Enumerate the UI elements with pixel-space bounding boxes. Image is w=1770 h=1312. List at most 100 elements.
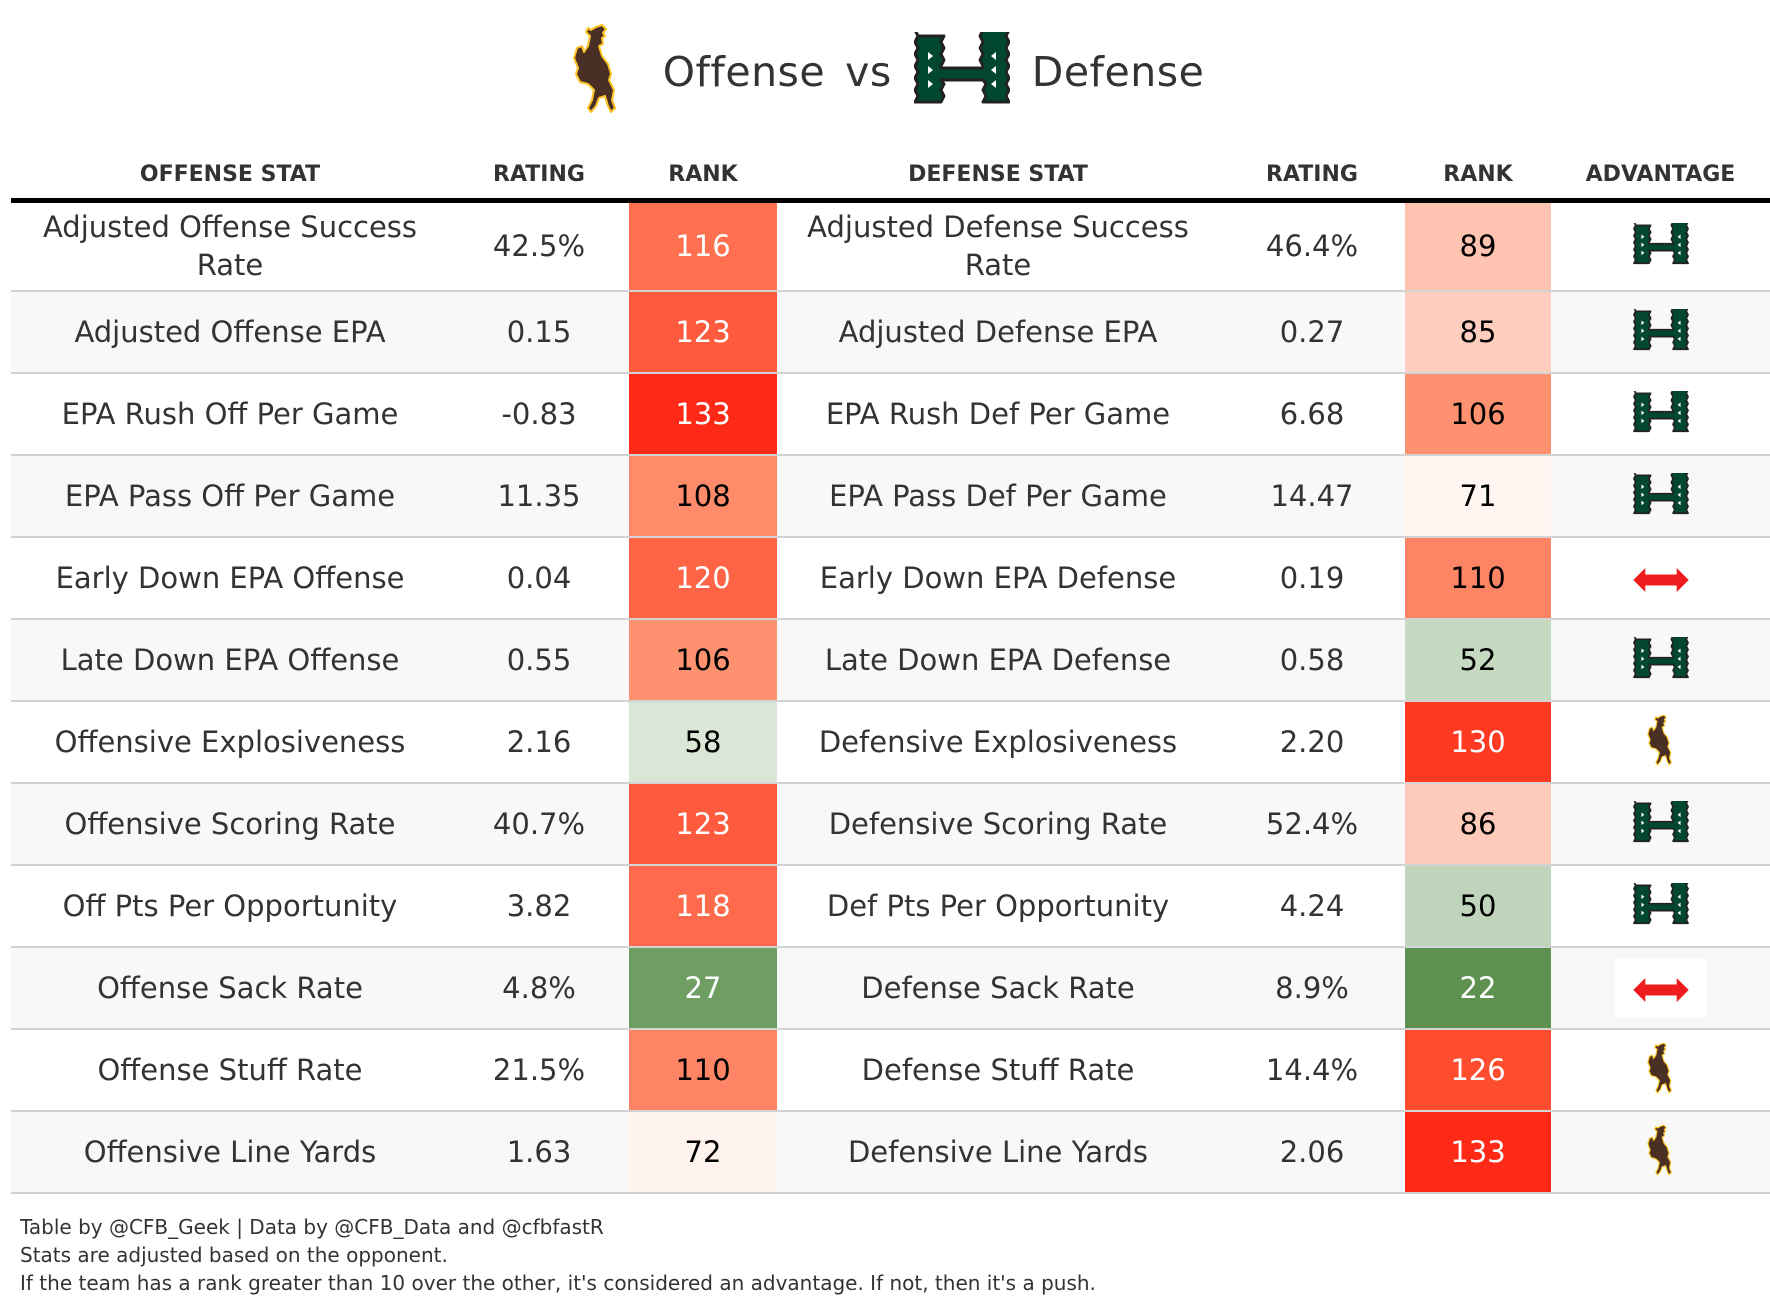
defense-stat-cell: Defensive Line Yards <box>777 1110 1219 1194</box>
table-row: Late Down EPA Offense 0.55 106 Late Down EP… <box>11 618 1770 702</box>
defense-stat-cell: Adjusted Defense EPA <box>777 290 1219 374</box>
wyoming-cowboys-logo-icon <box>1643 1124 1679 1180</box>
hawaii-h-logo-icon <box>914 32 1010 112</box>
header-defense-stat: DEFENSE STAT <box>777 150 1219 203</box>
offense-rating-cell: 0.04 <box>449 536 629 620</box>
offense-rating-cell: 4.8% <box>449 946 629 1030</box>
table-row: Adjusted Offense EPA 0.15 123 Adjusted Defe… <box>11 290 1770 374</box>
advantage-cell <box>1551 372 1770 456</box>
table-row: Off Pts Per Opportunity 3.82 118 Def Pts Pe… <box>11 864 1770 948</box>
defense-stat-cell: Adjusted Defense Success Rate <box>777 200 1219 292</box>
wyoming-cowboys-logo-icon <box>1643 1042 1679 1098</box>
offense-rating-cell: 0.55 <box>449 618 629 702</box>
advantage-cell <box>1551 864 1770 948</box>
offense-rating-cell: 3.82 <box>449 864 629 948</box>
offense-stat-cell: Off Pts Per Opportunity <box>11 864 449 948</box>
table-row: Offensive Scoring Rate 40.7% 123 Defensive … <box>11 782 1770 866</box>
defense-stat-cell: Defense Sack Rate <box>777 946 1219 1030</box>
advantage-cell <box>1551 618 1770 702</box>
advantage-cell <box>1551 1110 1770 1194</box>
vs-title: vs <box>845 48 892 96</box>
advantage-cell <box>1551 454 1770 538</box>
defense-title: Defense <box>1031 48 1205 96</box>
offense-stat-cell: Offensive Explosiveness <box>11 700 449 784</box>
offense-rating-cell: 40.7% <box>449 782 629 866</box>
hawaii-h-logo-icon <box>1633 473 1689 519</box>
defense-rating-cell: 46.4% <box>1219 200 1405 292</box>
table-row: Adjusted Offense Success Rate 42.5% 116 Adj… <box>11 200 1770 292</box>
offense-stat-cell: Offense Sack Rate <box>11 946 449 1030</box>
defense-rating-cell: 4.24 <box>1219 864 1405 948</box>
offense-rank-cell: 106 <box>629 618 777 702</box>
offense-rating-cell: -0.83 <box>449 372 629 456</box>
advantage-cell <box>1551 700 1770 784</box>
offense-rating-cell: 11.35 <box>449 454 629 538</box>
defense-rank-cell: 85 <box>1405 290 1551 374</box>
footer-adjusted-note: Stats are adjusted based on the opponent… <box>20 1243 448 1267</box>
table-row: EPA Pass Off Per Game 11.35 108 EPA Pass De… <box>11 454 1770 538</box>
offense-rank-cell: 110 <box>629 1028 777 1112</box>
header-offense-rating: RATING <box>449 150 629 203</box>
header-offense-rank: RANK <box>629 150 777 203</box>
defense-rank-cell: 126 <box>1405 1028 1551 1112</box>
hawaii-h-logo-icon <box>1633 883 1689 929</box>
offense-rank-cell: 120 <box>629 536 777 620</box>
defense-rating-cell: 0.19 <box>1219 536 1405 620</box>
defense-rating-cell: 0.27 <box>1219 290 1405 374</box>
table-row: Offense Stuff Rate 21.5% 110 Defense Stuff … <box>11 1028 1770 1112</box>
defense-rank-cell: 86 <box>1405 782 1551 866</box>
offense-rank-cell: 72 <box>629 1110 777 1194</box>
defense-stat-cell: EPA Rush Def Per Game <box>777 372 1219 456</box>
offense-stat-cell: Late Down EPA Offense <box>11 618 449 702</box>
defense-rating-cell: 0.58 <box>1219 618 1405 702</box>
table-row: Offense Sack Rate 4.8% 27 Defense Sack Rate… <box>11 946 1770 1030</box>
offense-stat-cell: EPA Rush Off Per Game <box>11 372 449 456</box>
offense-stat-cell: Offense Stuff Rate <box>11 1028 449 1112</box>
header-advantage: ADVANTAGE <box>1551 150 1770 203</box>
hawaii-h-logo-icon <box>1633 223 1689 269</box>
offense-rating-cell: 2.16 <box>449 700 629 784</box>
offense-rank-cell: 58 <box>629 700 777 784</box>
advantage-cell <box>1551 946 1770 1030</box>
defense-rank-cell: 71 <box>1405 454 1551 538</box>
offense-stat-cell: Offensive Line Yards <box>11 1110 449 1194</box>
offense-rank-cell: 108 <box>629 454 777 538</box>
push-indicator <box>1614 548 1707 607</box>
footer-credit: Table by @CFB_Geek | Data by @CFB_Data a… <box>20 1215 604 1239</box>
defense-rating-cell: 52.4% <box>1219 782 1405 866</box>
wyoming-cowboys-logo-icon <box>1643 714 1679 770</box>
offense-rank-cell: 123 <box>629 290 777 374</box>
push-double-arrow-icon <box>1633 978 1689 1002</box>
defense-stat-cell: Def Pts Per Opportunity <box>777 864 1219 948</box>
defense-rating-cell: 14.47 <box>1219 454 1405 538</box>
wyoming-cowboys-logo-icon <box>566 23 628 121</box>
defense-rank-cell: 50 <box>1405 864 1551 948</box>
defense-stat-cell: Early Down EPA Defense <box>777 536 1219 620</box>
footer-notes: Table by @CFB_Geek | Data by @CFB_Data a… <box>20 1213 1096 1297</box>
title-bar: Offense vs Defense <box>0 22 1770 122</box>
matchup-table: OFFENSE STAT RATING RANK DEFENSE STAT RA… <box>11 150 1770 1194</box>
offense-rating-cell: 1.63 <box>449 1110 629 1194</box>
header-defense-rank: RANK <box>1405 150 1551 203</box>
advantage-cell <box>1551 200 1770 292</box>
offense-title: Offense <box>662 48 826 96</box>
advantage-cell <box>1551 1028 1770 1112</box>
offense-stat-cell: Adjusted Offense EPA <box>11 290 449 374</box>
offense-stat-cell: EPA Pass Off Per Game <box>11 454 449 538</box>
table-row: Offensive Explosiveness 2.16 58 Defensive E… <box>11 700 1770 784</box>
advantage-cell <box>1551 782 1770 866</box>
defense-rating-cell: 8.9% <box>1219 946 1405 1030</box>
push-indicator <box>1614 958 1707 1017</box>
offense-rating-cell: 42.5% <box>449 200 629 292</box>
hawaii-h-logo-icon <box>1633 637 1689 683</box>
header-row: OFFENSE STAT RATING RANK DEFENSE STAT RA… <box>11 150 1770 203</box>
defense-rating-cell: 6.68 <box>1219 372 1405 456</box>
offense-rank-cell: 116 <box>629 200 777 292</box>
table-row: EPA Rush Off Per Game -0.83 133 EPA Rush De… <box>11 372 1770 456</box>
defense-stat-cell: Defense Stuff Rate <box>777 1028 1219 1112</box>
offense-stat-cell: Offensive Scoring Rate <box>11 782 449 866</box>
advantage-cell <box>1551 290 1770 374</box>
footer-advantage-note: If the team has a rank greater than 10 o… <box>20 1271 1096 1295</box>
table-row: Early Down EPA Offense 0.04 120 Early Down … <box>11 536 1770 620</box>
defense-rating-cell: 14.4% <box>1219 1028 1405 1112</box>
